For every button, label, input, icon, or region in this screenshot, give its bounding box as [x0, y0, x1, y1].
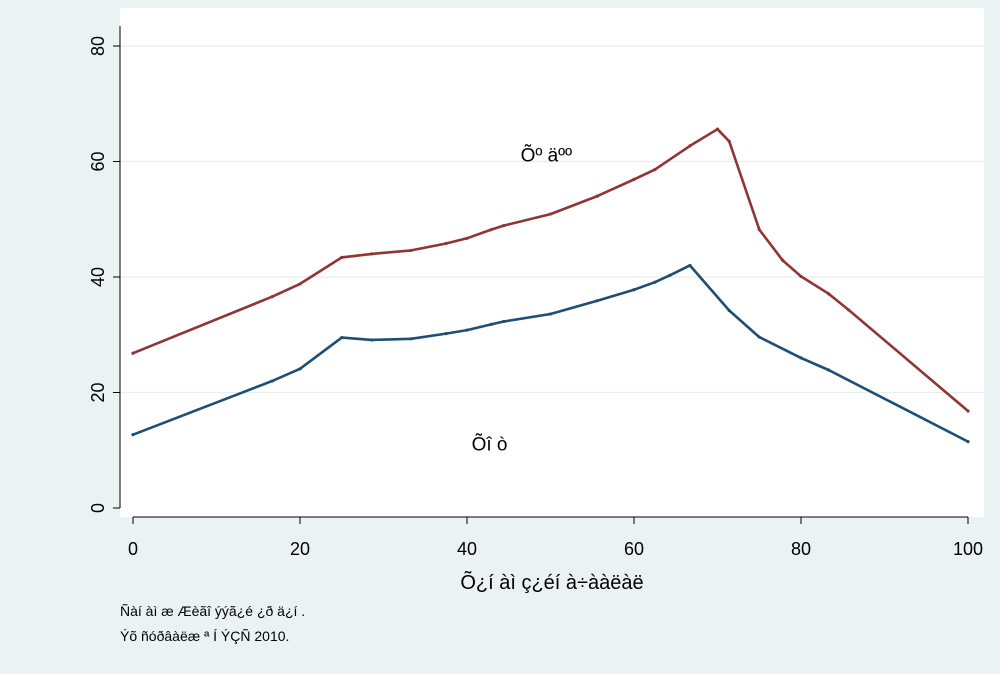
data-point	[966, 409, 970, 413]
data-point	[595, 194, 599, 198]
x-tick-label: 40	[457, 539, 477, 559]
data-point	[826, 368, 831, 372]
data-point	[727, 139, 731, 143]
data-point	[409, 248, 413, 253]
series-group	[131, 127, 970, 444]
note-line-2: Ýõ ñóðâàëæ ª Í ÝÇÑ 2010.	[120, 628, 289, 644]
annotations-group: Õº äºº Õî ò	[472, 145, 573, 456]
y-axis-ticks: 0 20 40 60 80	[88, 36, 120, 513]
data-point	[688, 263, 692, 268]
data-point	[632, 177, 636, 182]
data-point	[502, 319, 506, 324]
data-point	[966, 439, 970, 444]
data-point	[444, 241, 448, 246]
data-point	[799, 274, 803, 279]
y-tick-label: 20	[88, 382, 108, 402]
data-point	[653, 167, 657, 172]
data-point	[465, 328, 469, 332]
plot-area	[120, 8, 984, 517]
note-line-1: Ñàí àì æ Æèãî ýýã¿é ¿ð ä¿í .	[120, 603, 305, 619]
data-point	[489, 228, 493, 232]
y-tick-label: 0	[88, 503, 108, 513]
data-point	[653, 280, 657, 284]
data-point	[370, 252, 374, 256]
data-point	[632, 288, 636, 292]
data-point	[757, 228, 761, 232]
data-point	[757, 335, 761, 339]
data-point	[715, 127, 720, 131]
x-tick-label: 100	[953, 539, 983, 559]
grid-lines	[120, 45, 984, 394]
y-tick-label: 40	[88, 267, 108, 287]
data-point	[298, 367, 302, 371]
data-point	[727, 308, 731, 313]
data-point	[465, 236, 469, 240]
x-axis-ticks: 0 20 40 60 80 100	[128, 517, 983, 559]
data-point	[781, 258, 785, 262]
series-annotation: Õî ò	[472, 433, 508, 455]
data-point	[826, 292, 831, 296]
x-axis-title: Õ¿í àì ç¿éí à÷ààëàë	[460, 570, 643, 594]
data-point	[548, 212, 553, 216]
data-point	[595, 299, 599, 303]
y-tick-label: 60	[88, 151, 108, 171]
x-tick-label: 20	[290, 539, 310, 559]
data-point	[340, 336, 344, 340]
data-point	[270, 379, 275, 383]
data-point	[370, 338, 374, 342]
x-tick-label: 80	[791, 539, 811, 559]
data-point	[668, 273, 672, 277]
data-point	[502, 224, 506, 228]
x-tick-label: 60	[624, 539, 644, 559]
data-point	[131, 351, 135, 355]
data-point	[846, 308, 851, 312]
data-point	[131, 433, 135, 437]
y-tick-label: 80	[88, 36, 108, 56]
data-point	[688, 144, 692, 148]
data-point	[270, 295, 275, 299]
data-point	[409, 337, 413, 341]
data-point	[298, 282, 302, 286]
data-point	[340, 255, 344, 259]
data-point	[548, 312, 553, 316]
series-annotation: Õº äºº	[521, 145, 573, 167]
data-point	[799, 356, 803, 360]
data-point	[489, 322, 493, 326]
data-point	[444, 331, 448, 336]
x-tick-label: 0	[128, 539, 138, 559]
